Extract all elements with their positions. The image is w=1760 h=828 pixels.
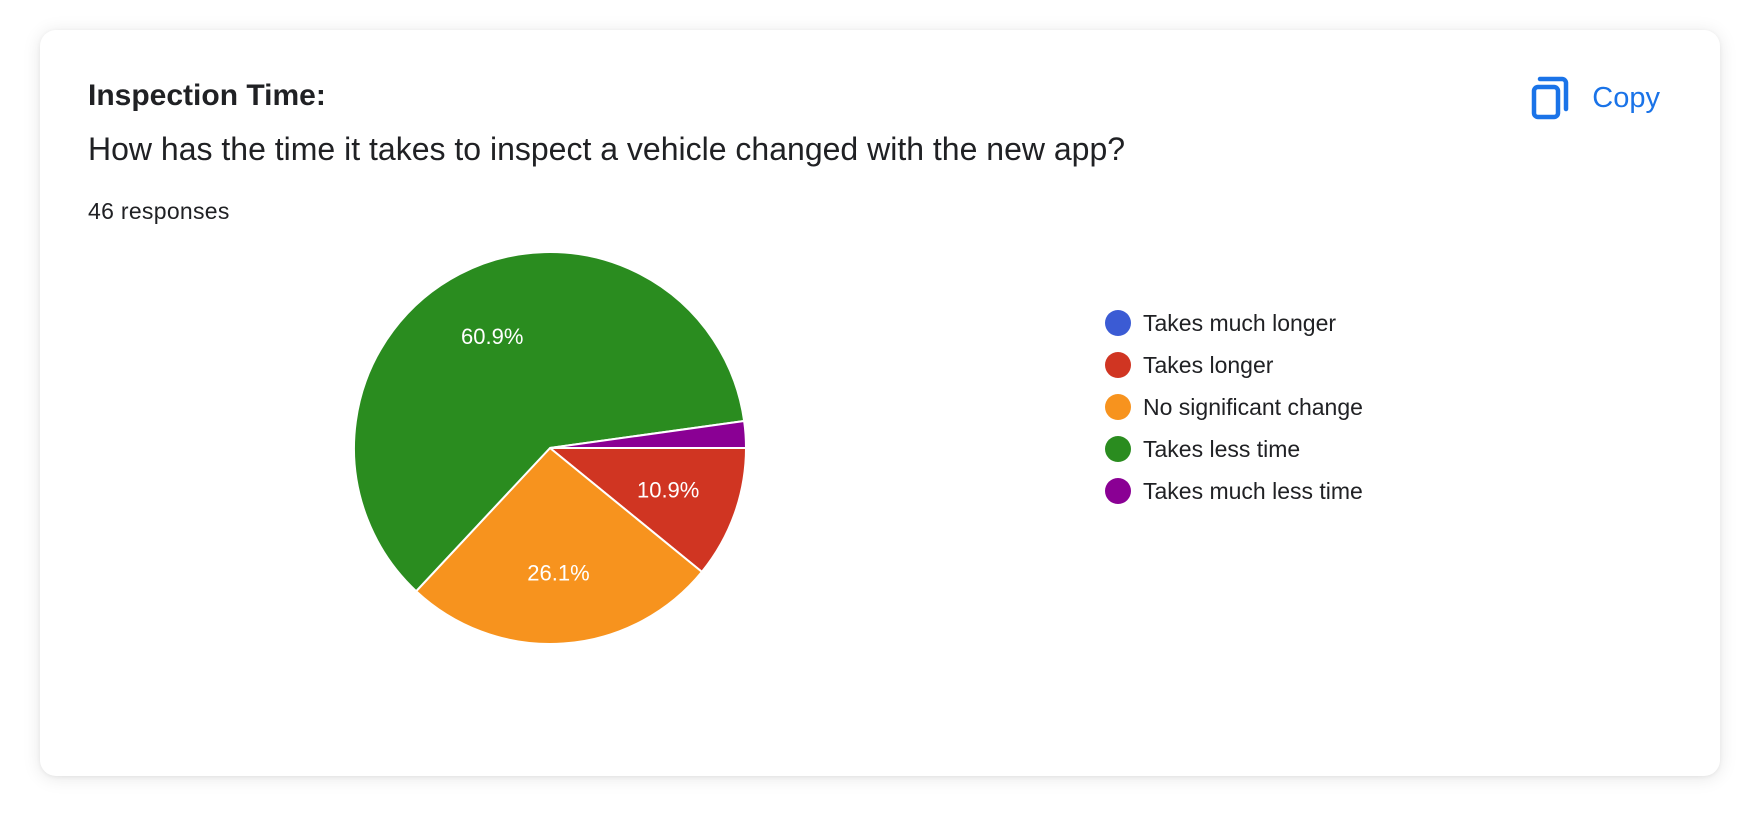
chart-card: Inspection Time: How has the time it tak… [40,30,1720,776]
legend-dot-takes-much-less-time [1105,478,1131,504]
legend-label-takes-much-longer: Takes much longer [1143,309,1337,336]
pie-chart: 10.9% 26.1% 60.9% [353,251,748,645]
legend-label-no-significant-change: No significant change [1143,393,1363,420]
response-count: 46 responses [88,198,230,224]
legend-dot-takes-longer [1105,352,1131,378]
pie-slice-no-significant-change [414,446,704,645]
legend-dot-takes-much-longer [1105,310,1131,336]
legend-item-takes-much-longer: Takes much longer [1105,302,1363,344]
pie-label-takes-longer: 10.9% [637,478,699,503]
chart-legend: Takes much longer Takes longer No signific… [1105,302,1363,512]
legend-item-takes-longer: Takes longer [1105,344,1363,386]
legend-label-takes-much-less-time: Takes much less time [1143,477,1363,504]
legend-dot-takes-less-time [1105,436,1131,462]
legend-item-takes-less-time: Takes less time [1105,428,1363,470]
pie-label-no-significant-change: 26.1% [527,561,589,586]
pie-slices [353,251,748,645]
pie-slice-takes-much-less-time [549,419,748,449]
question-text: How has the time it takes to inspect a v… [88,131,1126,167]
pie-slice-takes-less-time [353,251,746,593]
legend-dot-no-significant-change [1105,394,1131,420]
legend-item-takes-much-less-time: Takes much less time [1105,470,1363,512]
copy-button[interactable]: Copy [1518,70,1672,126]
pie-labels: 10.9% 26.1% 60.9% [461,324,699,585]
pie-label-takes-less-time: 60.9% [461,324,523,349]
legend-label-takes-less-time: Takes less time [1143,435,1301,462]
copy-icon [1530,75,1570,121]
legend-label-takes-longer: Takes longer [1143,351,1274,378]
question-title: Inspection Time: [88,79,326,112]
pie-slice-takes-longer [547,447,748,574]
legend-item-no-significant-change: No significant change [1105,386,1363,428]
copy-label: Copy [1592,81,1660,114]
